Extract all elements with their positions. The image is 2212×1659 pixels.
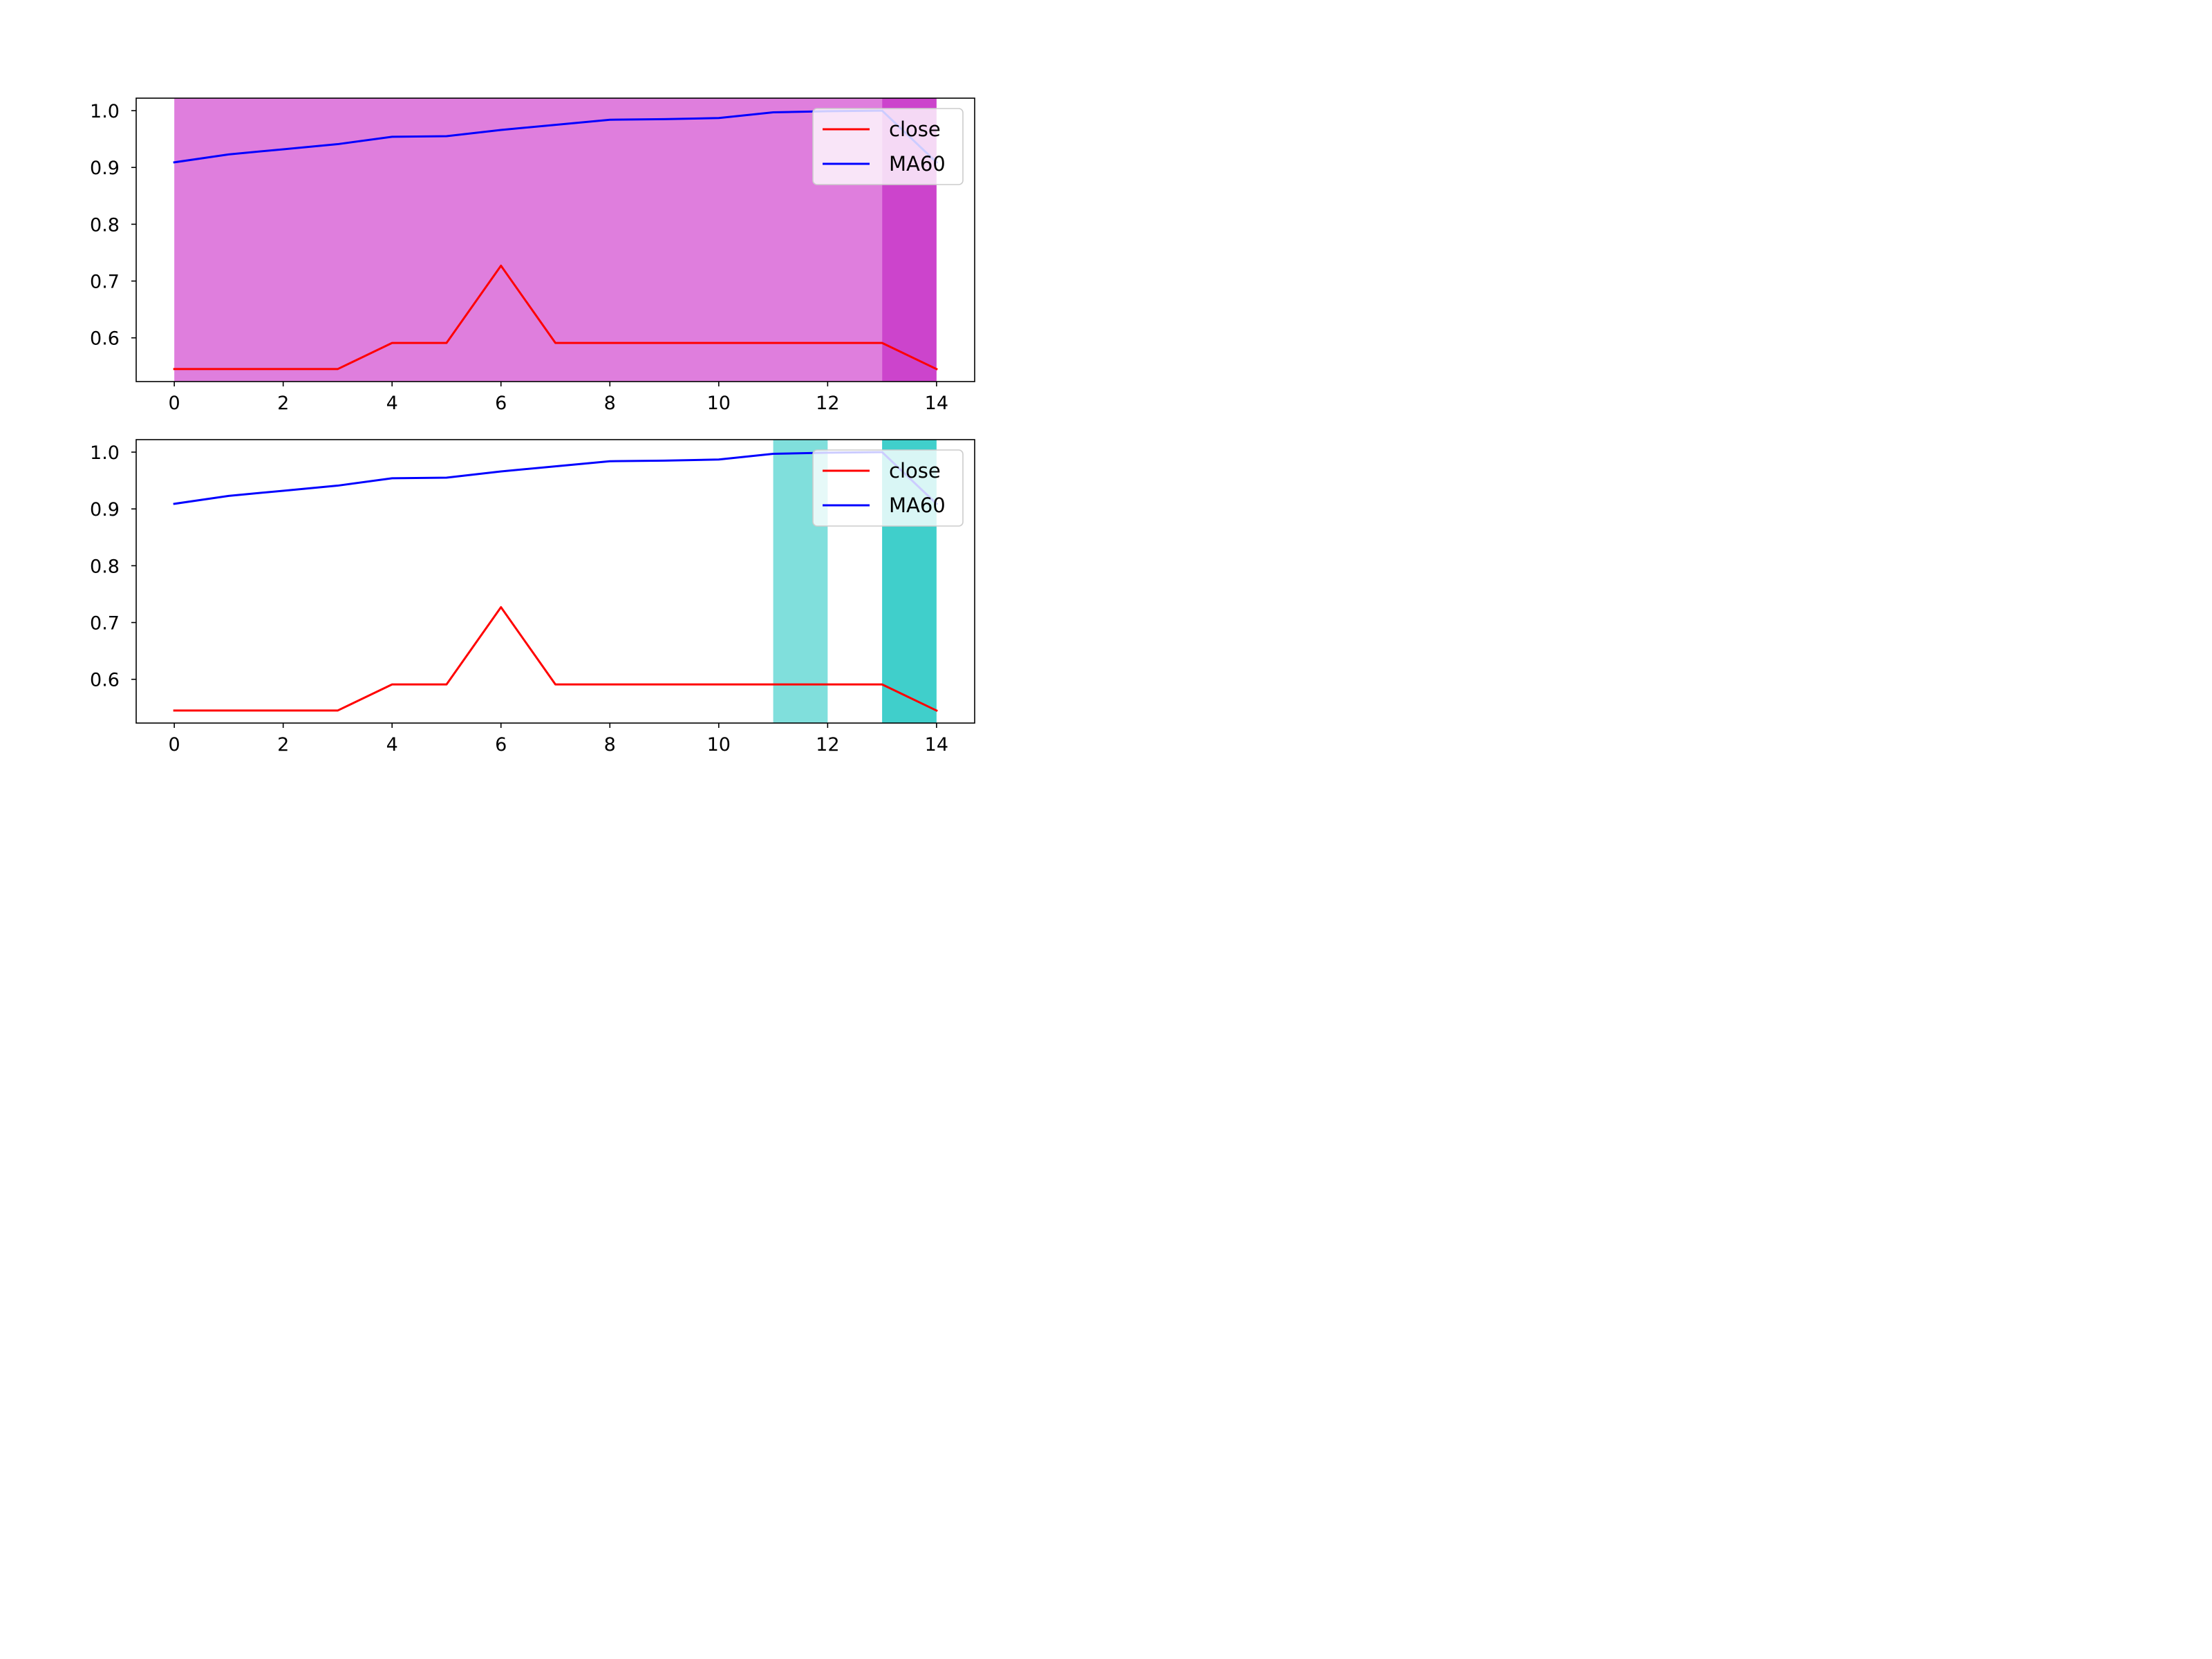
shaded-span-0 bbox=[174, 98, 883, 382]
x-tick-label: 14 bbox=[925, 393, 948, 414]
x-tick-label: 6 bbox=[495, 734, 507, 756]
y-tick-label: 0.6 bbox=[90, 328, 120, 350]
legend-label-ma60: MA60 bbox=[889, 494, 946, 517]
x-tick-label: 4 bbox=[386, 393, 398, 414]
x-tick-label: 10 bbox=[707, 393, 731, 414]
series-line-ma60 bbox=[173, 109, 938, 164]
legend: close MA60 bbox=[812, 449, 964, 527]
subplot-bottom: 0 2 4 6 8 10 12 14 0.6 0.7 0.8 0.9 1.0 close MA60 bbox=[90, 439, 975, 756]
y-tick-label: 0.8 bbox=[90, 556, 120, 577]
x-tick-label: 8 bbox=[604, 393, 616, 414]
x-tick-label: 12 bbox=[816, 734, 839, 756]
x-tick-label: 10 bbox=[707, 734, 731, 756]
axes-frame bbox=[135, 439, 975, 724]
legend-box bbox=[812, 108, 964, 185]
x-tick-label: 8 bbox=[604, 734, 616, 756]
axes-frame bbox=[135, 97, 975, 382]
legend-label-ma60: MA60 bbox=[889, 152, 946, 176]
x-tick-label: 12 bbox=[816, 393, 839, 414]
figure: 0 2 4 6 8 10 12 14 0.6 0.7 0.8 0.9 1.0 close MA60 0 2 4 6… bbox=[0, 0, 1106, 830]
series-lines bbox=[173, 451, 938, 712]
y-tick-label: 1.0 bbox=[90, 101, 120, 122]
legend: close MA60 bbox=[812, 108, 964, 185]
x-tick-label: 4 bbox=[386, 734, 398, 756]
y-tick-label: 0.9 bbox=[90, 499, 120, 521]
legend-label-close: close bbox=[889, 459, 941, 482]
x-tick-label: 0 bbox=[169, 393, 180, 414]
y-tick-label: 0.8 bbox=[90, 214, 120, 236]
y-tick-label: 0.7 bbox=[90, 613, 120, 635]
x-tick-label: 0 bbox=[169, 734, 180, 756]
shaded-spans bbox=[174, 98, 937, 382]
legend-label-close: close bbox=[889, 118, 941, 141]
x-tick-label: 6 bbox=[495, 393, 507, 414]
subplot-top: 0 2 4 6 8 10 12 14 0.6 0.7 0.8 0.9 1.0 close MA60 bbox=[90, 97, 975, 414]
x-tick-label: 2 bbox=[277, 393, 289, 414]
y-tick-label: 0.6 bbox=[90, 670, 120, 691]
y-tick-label: 0.9 bbox=[90, 158, 120, 179]
series-lines bbox=[173, 109, 938, 371]
x-tick-label: 14 bbox=[925, 734, 948, 756]
series-line-ma60 bbox=[173, 451, 938, 505]
series-line-close bbox=[173, 606, 938, 712]
y-tick-label: 0.7 bbox=[90, 272, 120, 293]
legend-box bbox=[812, 449, 964, 527]
series-line-close bbox=[173, 264, 938, 371]
y-tick-label: 1.0 bbox=[90, 442, 120, 464]
x-tick-label: 2 bbox=[277, 734, 289, 756]
